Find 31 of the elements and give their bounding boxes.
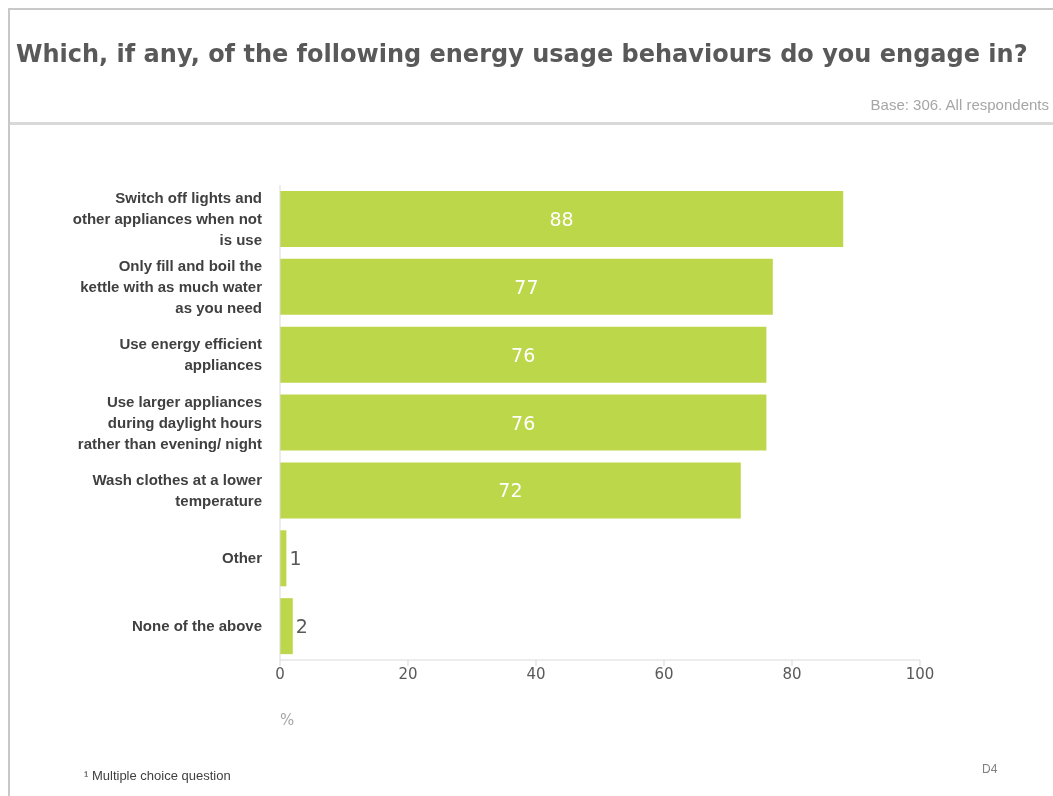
bar: [280, 191, 844, 247]
data-label: 88: [549, 208, 574, 230]
data-label: 1: [289, 547, 302, 570]
y-tick-label: Only fill and boil the kettle with as much water as you need: [80, 256, 263, 316]
bar: [280, 598, 293, 655]
x-tick-label: 60: [654, 664, 674, 683]
bar: [280, 258, 773, 315]
data-label: 76: [511, 411, 536, 434]
y-tick-label: Use larger appliances during daylight hours rather than evening/ night: [77, 392, 262, 452]
bar: [280, 394, 767, 451]
data-label: 76: [511, 343, 536, 366]
y-tick-label: Use energy efficient appliances: [119, 335, 262, 374]
bar: [280, 462, 741, 519]
x-tick-label: 0: [275, 664, 285, 683]
text: D4: [982, 762, 998, 776]
x-tick-label: 40: [526, 664, 546, 683]
text: ¹ Multiple choice question: [84, 768, 231, 783]
y-tick-label: Switch off lights and other appliances when not is use: [72, 188, 262, 248]
data-label: 2: [295, 615, 308, 638]
text: Base: 306. All respondents: [870, 96, 1049, 113]
data-label: 77: [514, 275, 539, 298]
x-tick-label: 100: [905, 664, 935, 683]
x-axis-title: %: [280, 711, 295, 729]
x-tick-label: 20: [398, 664, 418, 683]
y-tick-label: Wash clothes at a lower temperature: [92, 470, 263, 509]
y-tick-label: Other: [221, 549, 263, 567]
y-tick-label: None of the above: [131, 617, 262, 635]
data-label: 72: [498, 479, 523, 502]
x-tick-label: 80: [782, 664, 802, 683]
bar: [280, 326, 767, 383]
chart-title: Which, if any, of the following energy usage behaviours do you engage in?: [16, 40, 1028, 68]
